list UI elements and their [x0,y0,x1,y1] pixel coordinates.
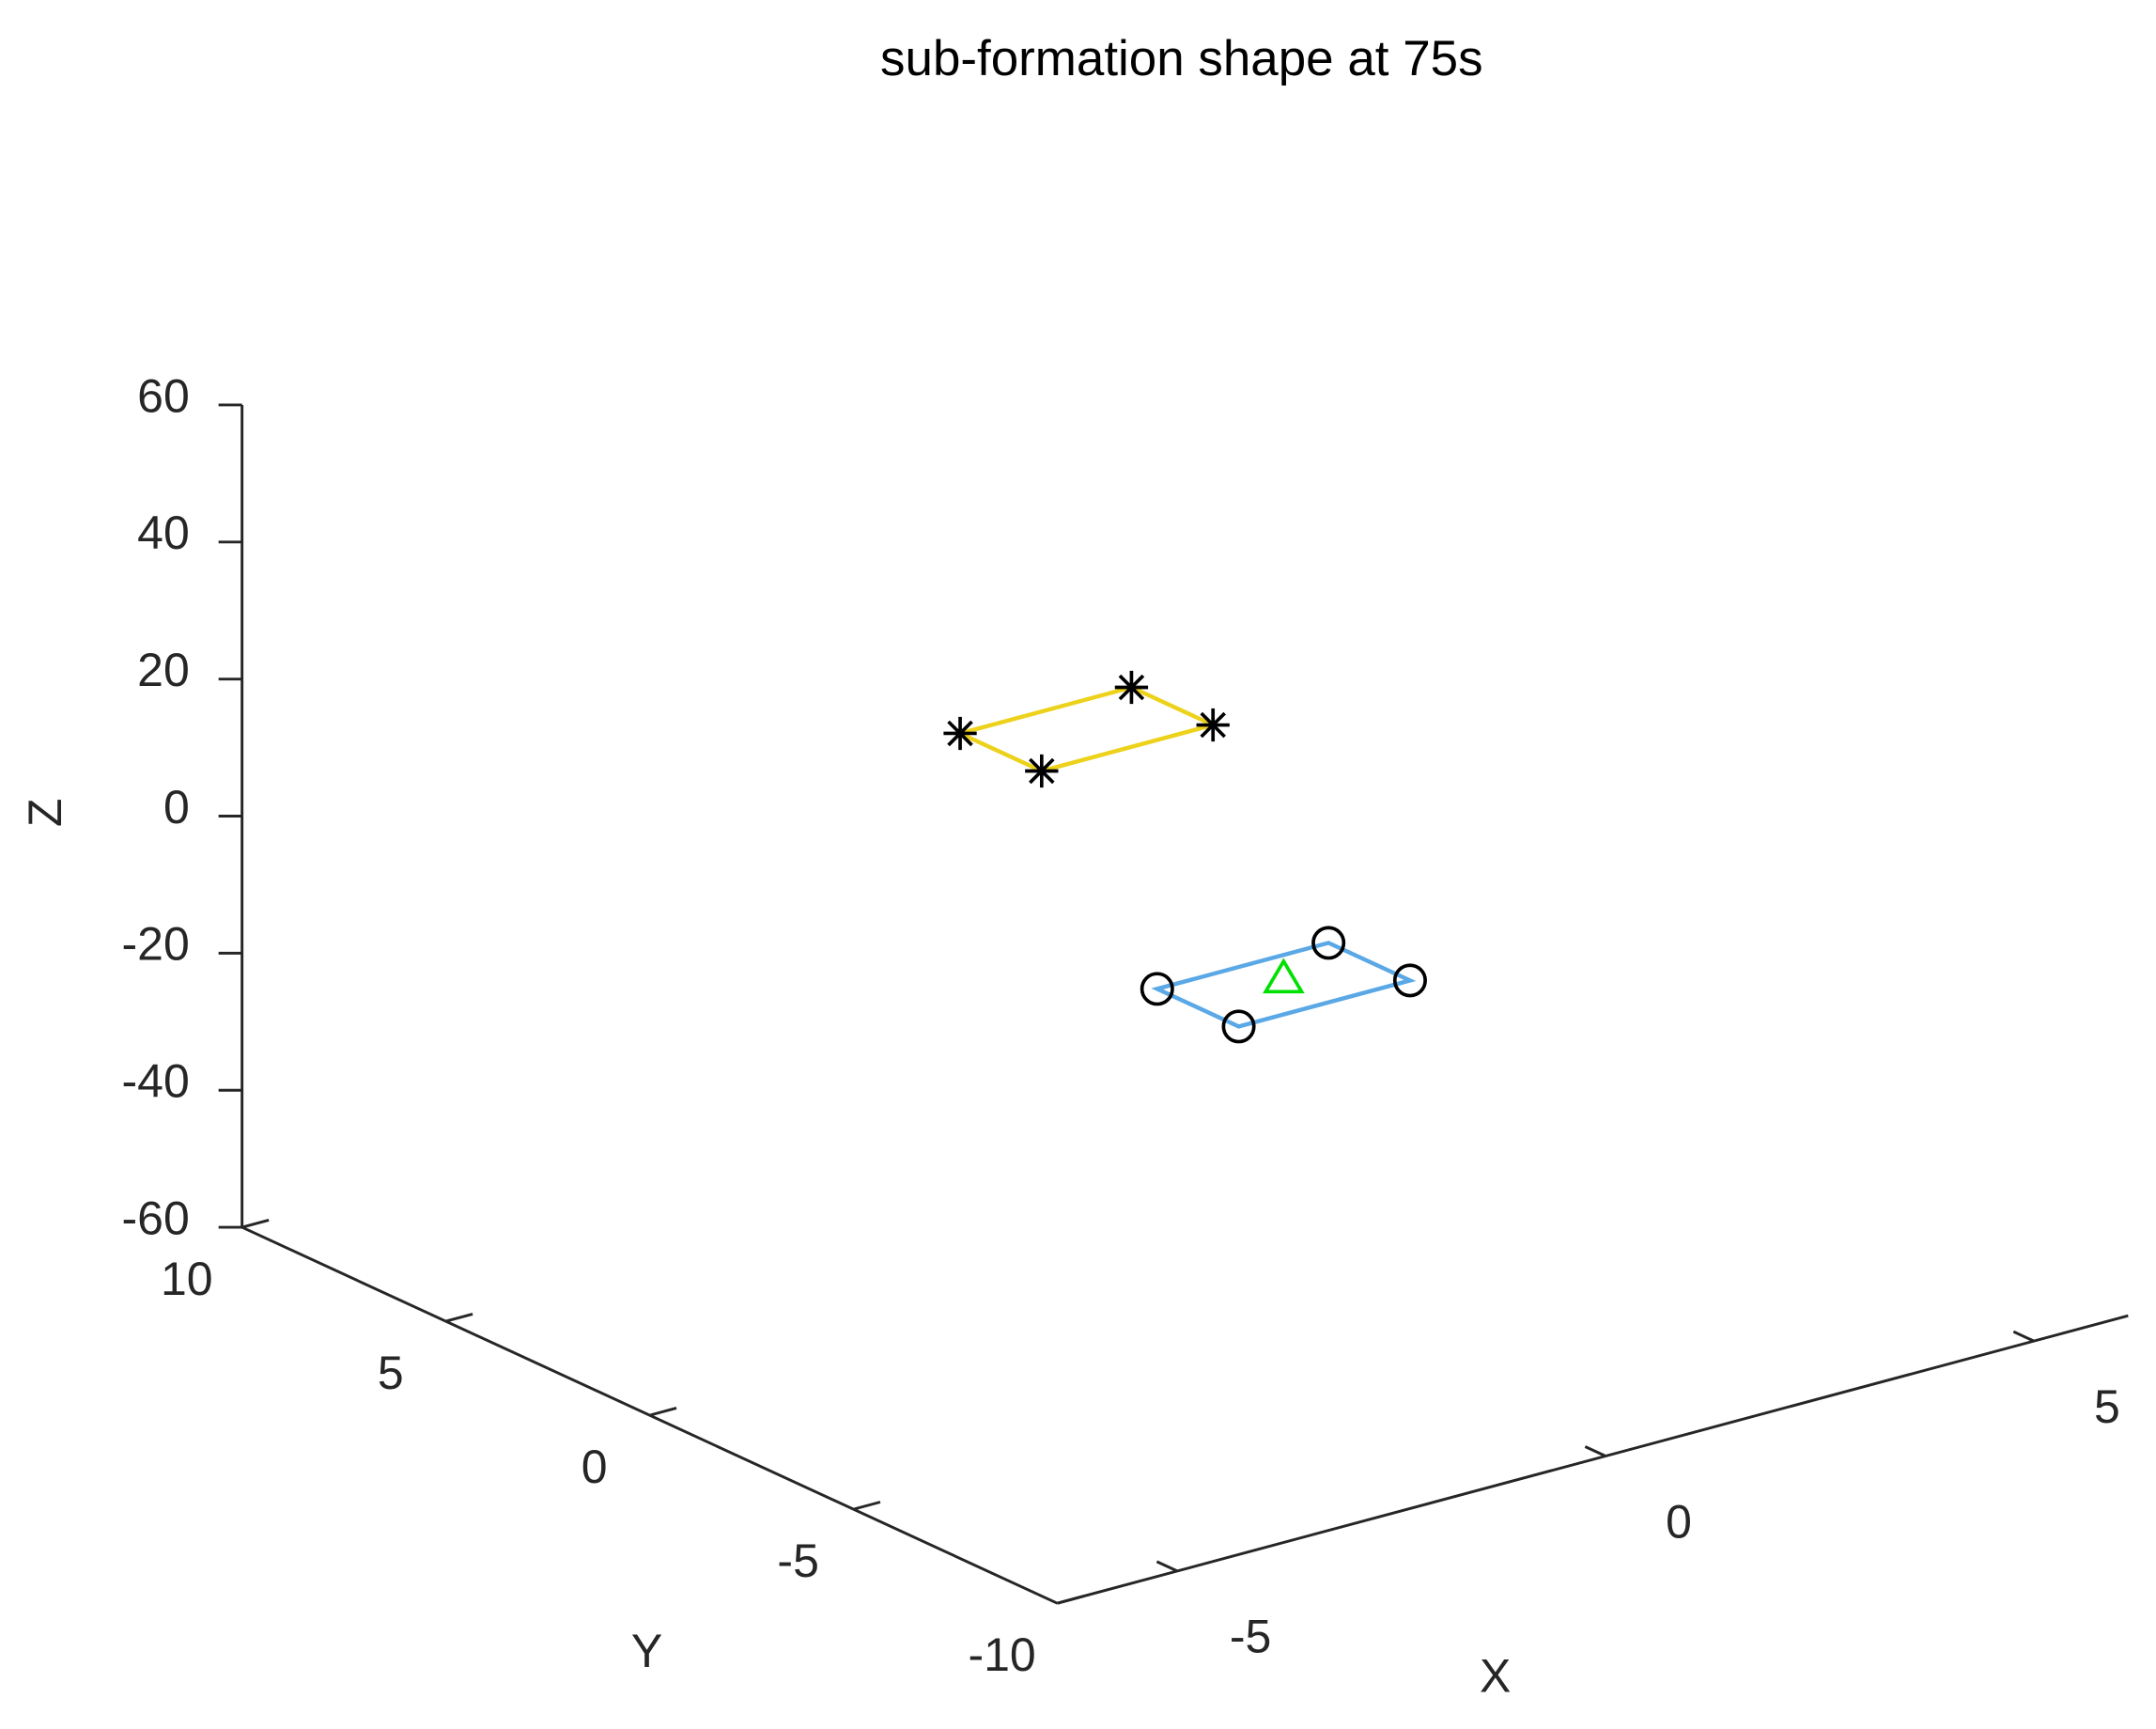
marker [1263,958,1305,994]
y-tick [1057,1595,1085,1605]
z-tick-label: -60 [121,1192,189,1244]
marker [1392,963,1427,998]
y-tick-label: 0 [582,1441,608,1493]
x-tick-label: -5 [1230,1611,1271,1663]
x-axis [1057,1314,2129,1605]
marker [1025,754,1059,788]
y-tick-label: 5 [378,1347,404,1399]
z-tick-label: -20 [121,918,189,971]
x-tick [2012,1330,2035,1343]
y-tick [853,1501,881,1511]
y-tick [241,1219,270,1229]
y-axis [241,1225,1059,1605]
y-tick-label: -10 [968,1628,1035,1681]
marker [943,716,977,751]
y-tick [445,1313,473,1323]
y-tick-label: -5 [777,1534,818,1587]
marker [1221,1009,1256,1044]
x-axis-label: X [1480,1649,1511,1702]
marker [1196,708,1230,742]
x-tick [1584,1445,1606,1457]
chart-title: sub-formation shape at 75s [880,31,1483,86]
marker [1140,972,1174,1006]
x-tick-label: 0 [1666,1495,1692,1548]
z-tick-label: 60 [137,369,190,422]
y-axis-label: Y [631,1625,662,1677]
formation-line [954,685,1219,773]
x-tick-label: 5 [2094,1380,2120,1433]
x-tick [1156,1560,1178,1573]
z-tick-label: 20 [137,644,190,696]
formation-line [1151,941,1417,1029]
z-tick-label: 40 [137,506,190,559]
z-axis-label: Z [19,799,71,828]
y-tick [649,1407,677,1417]
marker [1311,926,1346,960]
z-tick-label: 0 [163,781,190,833]
z-tick-label: -40 [121,1055,189,1108]
marker [1114,670,1149,705]
y-tick-label: 10 [161,1253,213,1305]
